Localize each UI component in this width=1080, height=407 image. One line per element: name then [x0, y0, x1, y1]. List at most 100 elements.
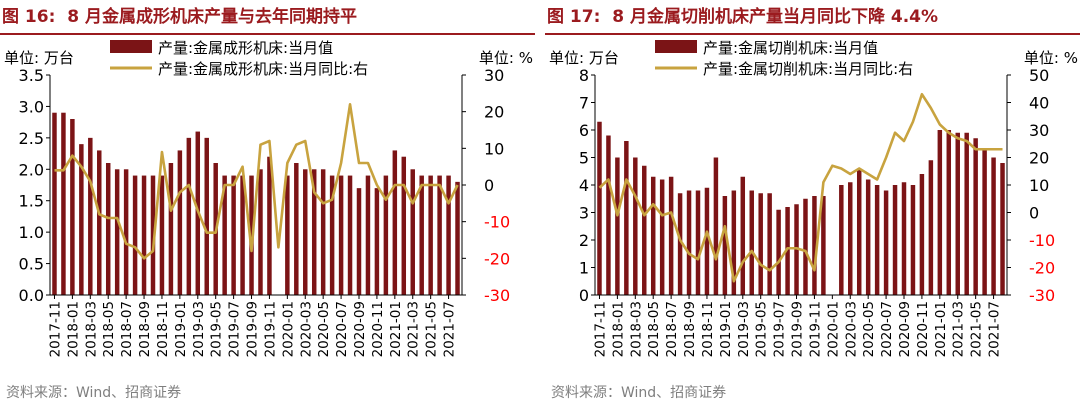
x-tick-label: 2019-07	[227, 301, 243, 357]
x-tick-label: 2017-11	[47, 301, 63, 357]
x-tick-label: 2019-03	[736, 301, 752, 357]
bar-mark	[955, 132, 960, 295]
figure-title: 图 17: 8 月金属切削机床产量当月同比下降 4.4%	[547, 2, 938, 32]
bar-mark	[991, 157, 996, 295]
legend-bar-swatch	[110, 40, 152, 53]
yoy-line	[598, 92, 1003, 283]
bar-mark	[303, 169, 308, 295]
bar-mark	[722, 196, 728, 295]
x-tick-label: 2020-07	[334, 301, 350, 357]
bar-mark	[311, 169, 317, 295]
bar-mark	[821, 196, 826, 295]
bar-mark	[776, 209, 781, 295]
x-tick-label: 2018-03	[83, 301, 99, 357]
bar-mark	[79, 144, 84, 295]
x-tick-label: 2019-01	[173, 301, 189, 357]
bar-mark	[659, 179, 665, 295]
bar-mark	[848, 182, 853, 295]
bar-mark	[937, 130, 943, 295]
x-tick-label: 2020-03	[298, 301, 314, 357]
x-tick-label: 2019-11	[262, 301, 278, 357]
bar-mark	[410, 169, 415, 295]
bar-mark	[749, 190, 754, 295]
x-tick-label: 2018-01	[610, 301, 626, 357]
x-tick-label: 2020-09	[352, 301, 368, 357]
bar-mark	[52, 112, 57, 296]
left-tick-label: 2.0	[19, 160, 44, 179]
bar-mark	[597, 121, 602, 295]
bar-mark	[294, 163, 299, 295]
bar-mark	[401, 156, 407, 295]
right-tick-label: -30	[484, 286, 510, 305]
left-tick-label: 8	[579, 66, 589, 85]
x-tick-label: 2019-09	[245, 301, 261, 357]
x-tick-label: 2020-01	[825, 301, 841, 357]
x-tick-label: 2018-11	[700, 301, 716, 357]
right-tick-label: -30	[1029, 286, 1055, 305]
bar-mark	[249, 175, 254, 295]
bar-mark	[731, 190, 737, 295]
bar-mark	[383, 175, 389, 295]
right-tick-label: 20	[484, 103, 504, 122]
bar-mark	[928, 160, 934, 295]
bar-mark	[982, 149, 987, 295]
x-tick-label: 2018-11	[155, 301, 171, 357]
left-tick-label: 0.5	[19, 255, 44, 274]
right-tick-label: 0	[1029, 204, 1039, 223]
bar-mark	[338, 175, 344, 295]
x-tick-label: 2018-07	[664, 301, 680, 357]
bar-mark	[668, 176, 674, 295]
bar-mark	[446, 175, 451, 295]
bar-mark	[964, 132, 969, 295]
bar-mark	[150, 175, 156, 295]
bar-mark	[374, 188, 380, 295]
bar-mark	[455, 181, 460, 295]
bar-mark	[803, 198, 808, 295]
bar-mark	[686, 190, 692, 295]
right-tick-label: 30	[1029, 121, 1049, 140]
right-axis-unit: 单位: %	[1024, 49, 1078, 67]
bar-mark	[159, 175, 165, 295]
bar-mark	[222, 175, 227, 295]
bar-mark	[973, 138, 978, 295]
x-tick-label: 2021-07	[442, 301, 458, 357]
x-tick-label: 2021-07	[987, 301, 1003, 357]
left-tick-label: 3.5	[19, 66, 44, 85]
bar-mark	[740, 176, 746, 295]
left-tick-label: 0	[579, 286, 589, 305]
right-tick-label: -20	[484, 249, 510, 268]
x-tick-label: 2018-01	[65, 301, 81, 357]
bar-mark	[677, 193, 683, 295]
left-tick-label: 3.0	[19, 97, 44, 116]
bar-mark	[615, 157, 620, 295]
bar-mark	[97, 150, 102, 295]
bar-mark	[874, 185, 880, 295]
legend-line-label: 产量:金属切削机床:当月同比:右	[703, 60, 913, 78]
x-tick-label: 2019-03	[191, 301, 207, 357]
left-tick-label: 6	[579, 121, 589, 140]
right-axis-unit: 单位: %	[479, 49, 533, 67]
bar-mark	[624, 141, 629, 295]
right-tick-label: 30	[484, 66, 504, 85]
bar-mark	[240, 175, 245, 295]
bar-mark	[865, 179, 871, 295]
bar-mark	[606, 135, 611, 295]
bar-mark	[105, 163, 111, 295]
left-tick-label: 2	[579, 231, 589, 250]
bar-mark	[61, 112, 66, 296]
x-tick-label: 2018-09	[682, 301, 698, 357]
bar-mark	[320, 169, 326, 295]
x-tick-label: 2019-11	[807, 301, 823, 357]
bar-mark	[285, 175, 290, 295]
bar-mark	[392, 150, 398, 295]
bar-mark	[856, 168, 862, 295]
x-tick-label: 2017-11	[592, 301, 608, 357]
x-tick-label: 2018-07	[119, 301, 135, 357]
bar-mark	[356, 188, 362, 295]
yoy-line	[54, 103, 459, 260]
left-tick-label: 1	[579, 259, 589, 278]
legend-bar-swatch	[655, 40, 697, 53]
x-tick-label: 2020-05	[316, 301, 332, 357]
source-note: 资料来源：Wind、招商证券	[6, 385, 182, 401]
legend-line-label: 产量:金属成形机床:当月同比:右	[158, 60, 368, 78]
